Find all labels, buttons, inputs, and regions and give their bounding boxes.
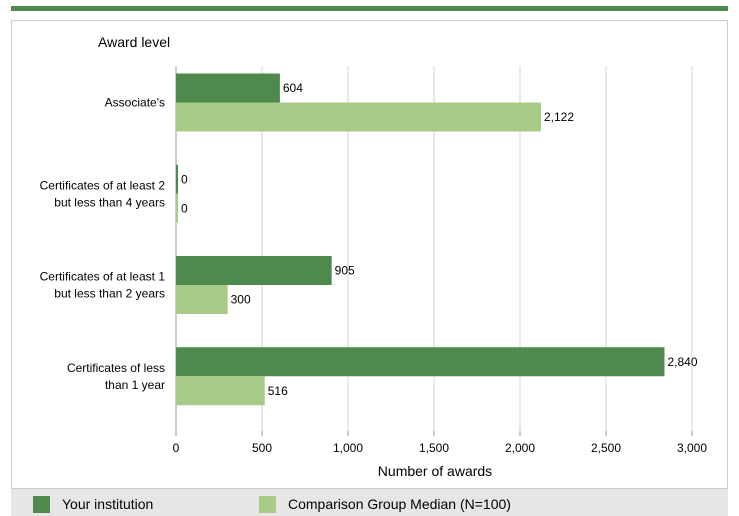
- category-label: Certificates of at least 2: [40, 178, 166, 192]
- labels: 0 500 1,000 1,500 2,000 2,500 3,000 604 2,122 Ass…: [40, 81, 708, 455]
- legend-item-comparison-median: Comparison Group Median (N=100): [259, 495, 511, 513]
- x-tick-label: 1,000: [333, 441, 363, 455]
- category-label: than 1 year: [105, 378, 165, 392]
- legend-label-comparison-median: Comparison Group Median (N=100): [288, 496, 511, 512]
- data-label: 0: [181, 172, 188, 186]
- x-tick-label: 500: [252, 441, 272, 455]
- legend-swatch-your-institution: [33, 495, 50, 513]
- legend-label-your-institution: Your institution: [62, 496, 154, 512]
- bar-comparison-median-0: [176, 102, 541, 132]
- legend-swatch-comparison-median: [259, 495, 276, 513]
- x-tick-label: 2,500: [591, 441, 621, 455]
- data-label: 300: [231, 293, 251, 307]
- x-tick-label: 2,000: [505, 441, 535, 455]
- bar-your-institution-0: [176, 73, 280, 103]
- legend: Your institution Comparison Group Median…: [11, 489, 728, 516]
- bar-your-institution-1: [176, 164, 178, 194]
- data-label: 2,840: [667, 355, 697, 369]
- x-tick-label: 3,000: [677, 441, 707, 455]
- category-label: but less than 2 years: [54, 287, 165, 301]
- y-axis-title: Award level: [98, 34, 170, 50]
- bar-your-institution-2: [176, 256, 332, 285]
- bar-comparison-median-2: [176, 285, 228, 314]
- data-label: 604: [283, 81, 303, 95]
- data-label: 0: [181, 201, 188, 215]
- category-label: Certificates of at least 1: [40, 270, 166, 284]
- data-label: 905: [335, 264, 355, 278]
- bar-chart: Award level 0 500 1,000 1,500 2,000 2,500 3,00…: [11, 20, 728, 489]
- legend-item-your-institution: Your institution: [33, 495, 153, 513]
- bar-comparison-median-1: [176, 193, 178, 223]
- category-label: but less than 4 years: [54, 195, 165, 209]
- x-axis-title: Number of awards: [378, 463, 492, 479]
- bar-your-institution-3: [176, 347, 665, 377]
- category-label: Associate's: [105, 96, 165, 110]
- chart-frame: [11, 20, 728, 489]
- top-rule: [11, 6, 728, 11]
- bars: [176, 73, 665, 406]
- x-tick-label: 0: [173, 441, 180, 455]
- category-label: Certificates of less: [67, 361, 165, 375]
- bar-comparison-median-3: [176, 376, 265, 406]
- data-label: 516: [268, 384, 288, 398]
- data-label: 2,122: [544, 110, 574, 124]
- x-tick-label: 1,500: [419, 441, 449, 455]
